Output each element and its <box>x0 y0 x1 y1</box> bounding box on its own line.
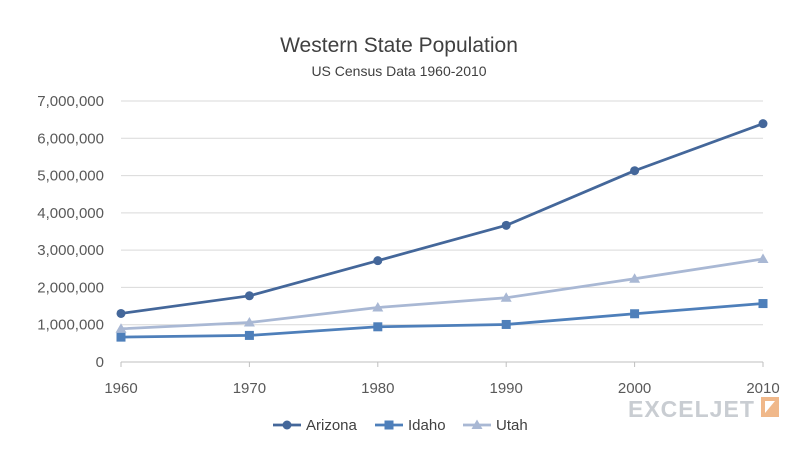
gridlines <box>121 100 763 326</box>
y-axis-tick-labels: 0 1,000,000 2,000,000 3,000,000 4,000,000 5,0… <box>37 93 104 371</box>
data-point-idaho-2010 <box>758 299 768 309</box>
legend-label-idaho: Idaho <box>408 417 446 434</box>
y-tick-label-4000000: 4,000,000 <box>37 205 104 222</box>
legend-label-utah: Utah <box>496 417 528 434</box>
x-tick-label-1970: 1970 <box>233 380 266 397</box>
x-tick-label-1990: 1990 <box>490 380 523 397</box>
legend-item-idaho: Idaho <box>375 417 446 434</box>
legend-marker-utah <box>471 419 483 429</box>
data-point-idaho-1990 <box>501 319 511 329</box>
legend-item-utah: Utah <box>463 417 528 434</box>
data-point-utah-1970 <box>243 317 255 327</box>
data-point-arizona-1970 <box>244 291 254 301</box>
y-tick-label-3000000: 3,000,000 <box>37 242 104 259</box>
data-point-idaho-1960 <box>116 332 126 342</box>
y-tick-label-5000000: 5,000,000 <box>37 168 104 185</box>
watermark-arrow-icon <box>765 401 775 413</box>
legend: Arizona Idaho Utah <box>273 417 528 434</box>
watermark-text: EXCELJET <box>628 396 755 422</box>
x-tick-label-2000: 2000 <box>618 380 651 397</box>
legend-item-arizona: Arizona <box>273 417 358 434</box>
data-point-utah-1990 <box>500 292 512 302</box>
data-point-arizona-2010 <box>758 119 768 129</box>
series-utah <box>115 253 769 333</box>
x-axis-tick-labels: 1960 1970 1980 1990 2000 2010 <box>104 380 779 397</box>
series-line-arizona <box>120 122 764 315</box>
axes <box>120 361 764 367</box>
y-tick-label-1000000: 1,000,000 <box>37 317 104 334</box>
data-point-arizona-1990 <box>501 220 511 230</box>
chart-title: Western State Population <box>280 34 518 57</box>
y-tick-label-2000000: 2,000,000 <box>37 279 104 296</box>
x-tick-label-1960: 1960 <box>104 380 137 397</box>
data-point-arizona-2000 <box>630 166 640 176</box>
series-line-idaho <box>120 302 764 339</box>
data-point-arizona-1960 <box>116 308 126 318</box>
data-point-utah-1960 <box>115 323 127 333</box>
legend-marker-arizona <box>282 420 292 430</box>
legend-label-arizona: Arizona <box>306 417 358 434</box>
data-point-idaho-1980 <box>373 322 383 332</box>
y-tick-label-0: 0 <box>96 354 104 371</box>
x-tick-label-2010: 2010 <box>746 380 779 397</box>
chart-subtitle: US Census Data 1960-2010 <box>311 63 486 79</box>
data-point-utah-2000 <box>629 273 641 283</box>
series-line-utah <box>120 257 764 331</box>
y-tick-label-6000000: 6,000,000 <box>37 130 104 147</box>
data-point-idaho-2000 <box>630 309 640 319</box>
legend-marker-idaho <box>384 420 394 430</box>
data-point-arizona-1980 <box>373 256 383 266</box>
x-tick-label-1980: 1980 <box>361 380 394 397</box>
y-tick-label-7000000: 7,000,000 <box>37 93 104 110</box>
data-point-utah-2010 <box>757 253 769 263</box>
series-arizona <box>116 119 768 318</box>
series <box>115 119 769 342</box>
series-idaho <box>116 299 768 342</box>
data-point-idaho-1970 <box>244 330 254 340</box>
data-point-utah-1980 <box>372 302 384 312</box>
exceljet-logo: EXCELJET <box>628 396 779 422</box>
